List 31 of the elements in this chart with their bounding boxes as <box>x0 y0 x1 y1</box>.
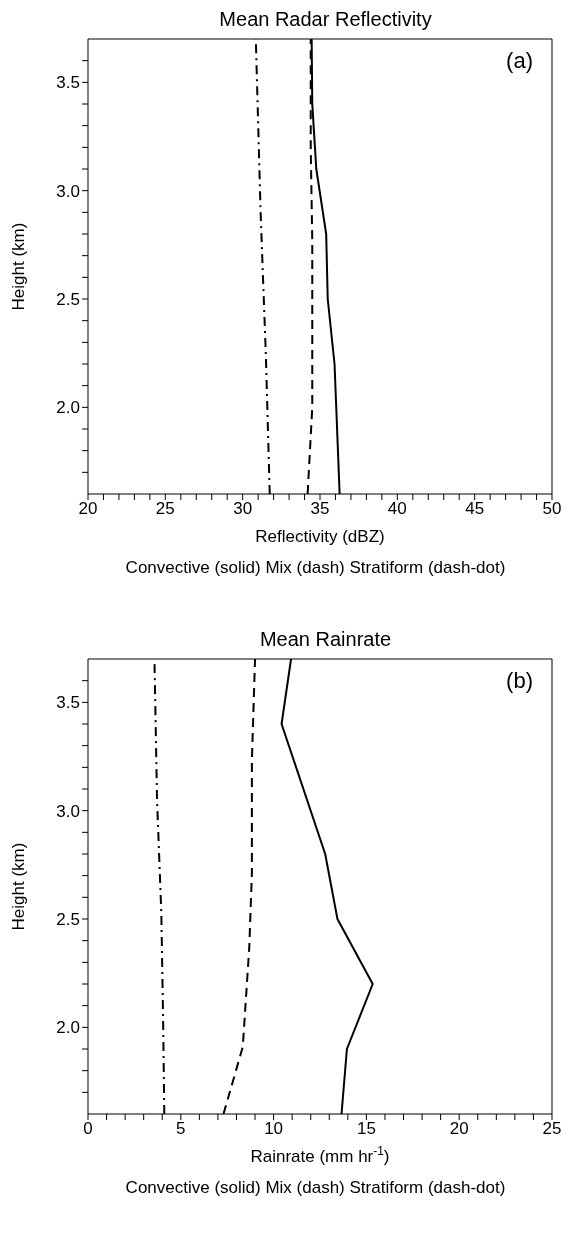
x-tick-label: 40 <box>387 499 407 519</box>
x-tick-label: 15 <box>356 1119 376 1139</box>
y-axis-title: Height (km) <box>9 222 29 311</box>
chart-title: Mean Rainrate <box>258 628 393 652</box>
y-tick-label: 2.5 <box>56 290 80 310</box>
chart-title: Mean Radar Reflectivity <box>218 8 433 32</box>
annotation: (a) <box>506 48 533 74</box>
x-tick-label: 25 <box>542 1119 562 1139</box>
annotation: (b) <box>506 668 533 694</box>
x-tick-label: 25 <box>155 499 175 519</box>
x-axis-title: Reflectivity (dBZ) <box>255 527 385 546</box>
x-tick-label: 45 <box>465 499 485 519</box>
x-tick-label: 5 <box>176 1119 186 1139</box>
y-tick-label: 3.0 <box>56 801 80 821</box>
text: Convective (solid) Mix (dash) Stratiform (dash-dot) <box>124 1178 507 1198</box>
y-tick-label: 2.0 <box>56 398 80 418</box>
y-tick-label: 2.0 <box>56 1018 80 1038</box>
y-tick-label: 2.5 <box>56 910 80 930</box>
y-tick-label: 3.5 <box>56 73 80 93</box>
x-tick-label: 20 <box>78 499 98 519</box>
y-tick-label: 3.0 <box>56 181 80 201</box>
x-tick-label: 50 <box>542 499 562 519</box>
x-tick-label: 20 <box>449 1119 469 1139</box>
x-axis-title: Rainrate (mm hr$^{-1}$) <box>250 1144 390 1166</box>
y-axis-title: Height (km) <box>9 842 29 931</box>
x-tick-label: 0 <box>83 1119 93 1139</box>
x-tick-label: 30 <box>233 499 253 519</box>
text: Convective (solid) Mix (dash) Stratiform (dash-dot) <box>124 558 507 578</box>
x-tick-label: 10 <box>264 1119 284 1139</box>
y-tick-label: 3.5 <box>56 693 80 713</box>
x-tick-label: 35 <box>310 499 330 519</box>
